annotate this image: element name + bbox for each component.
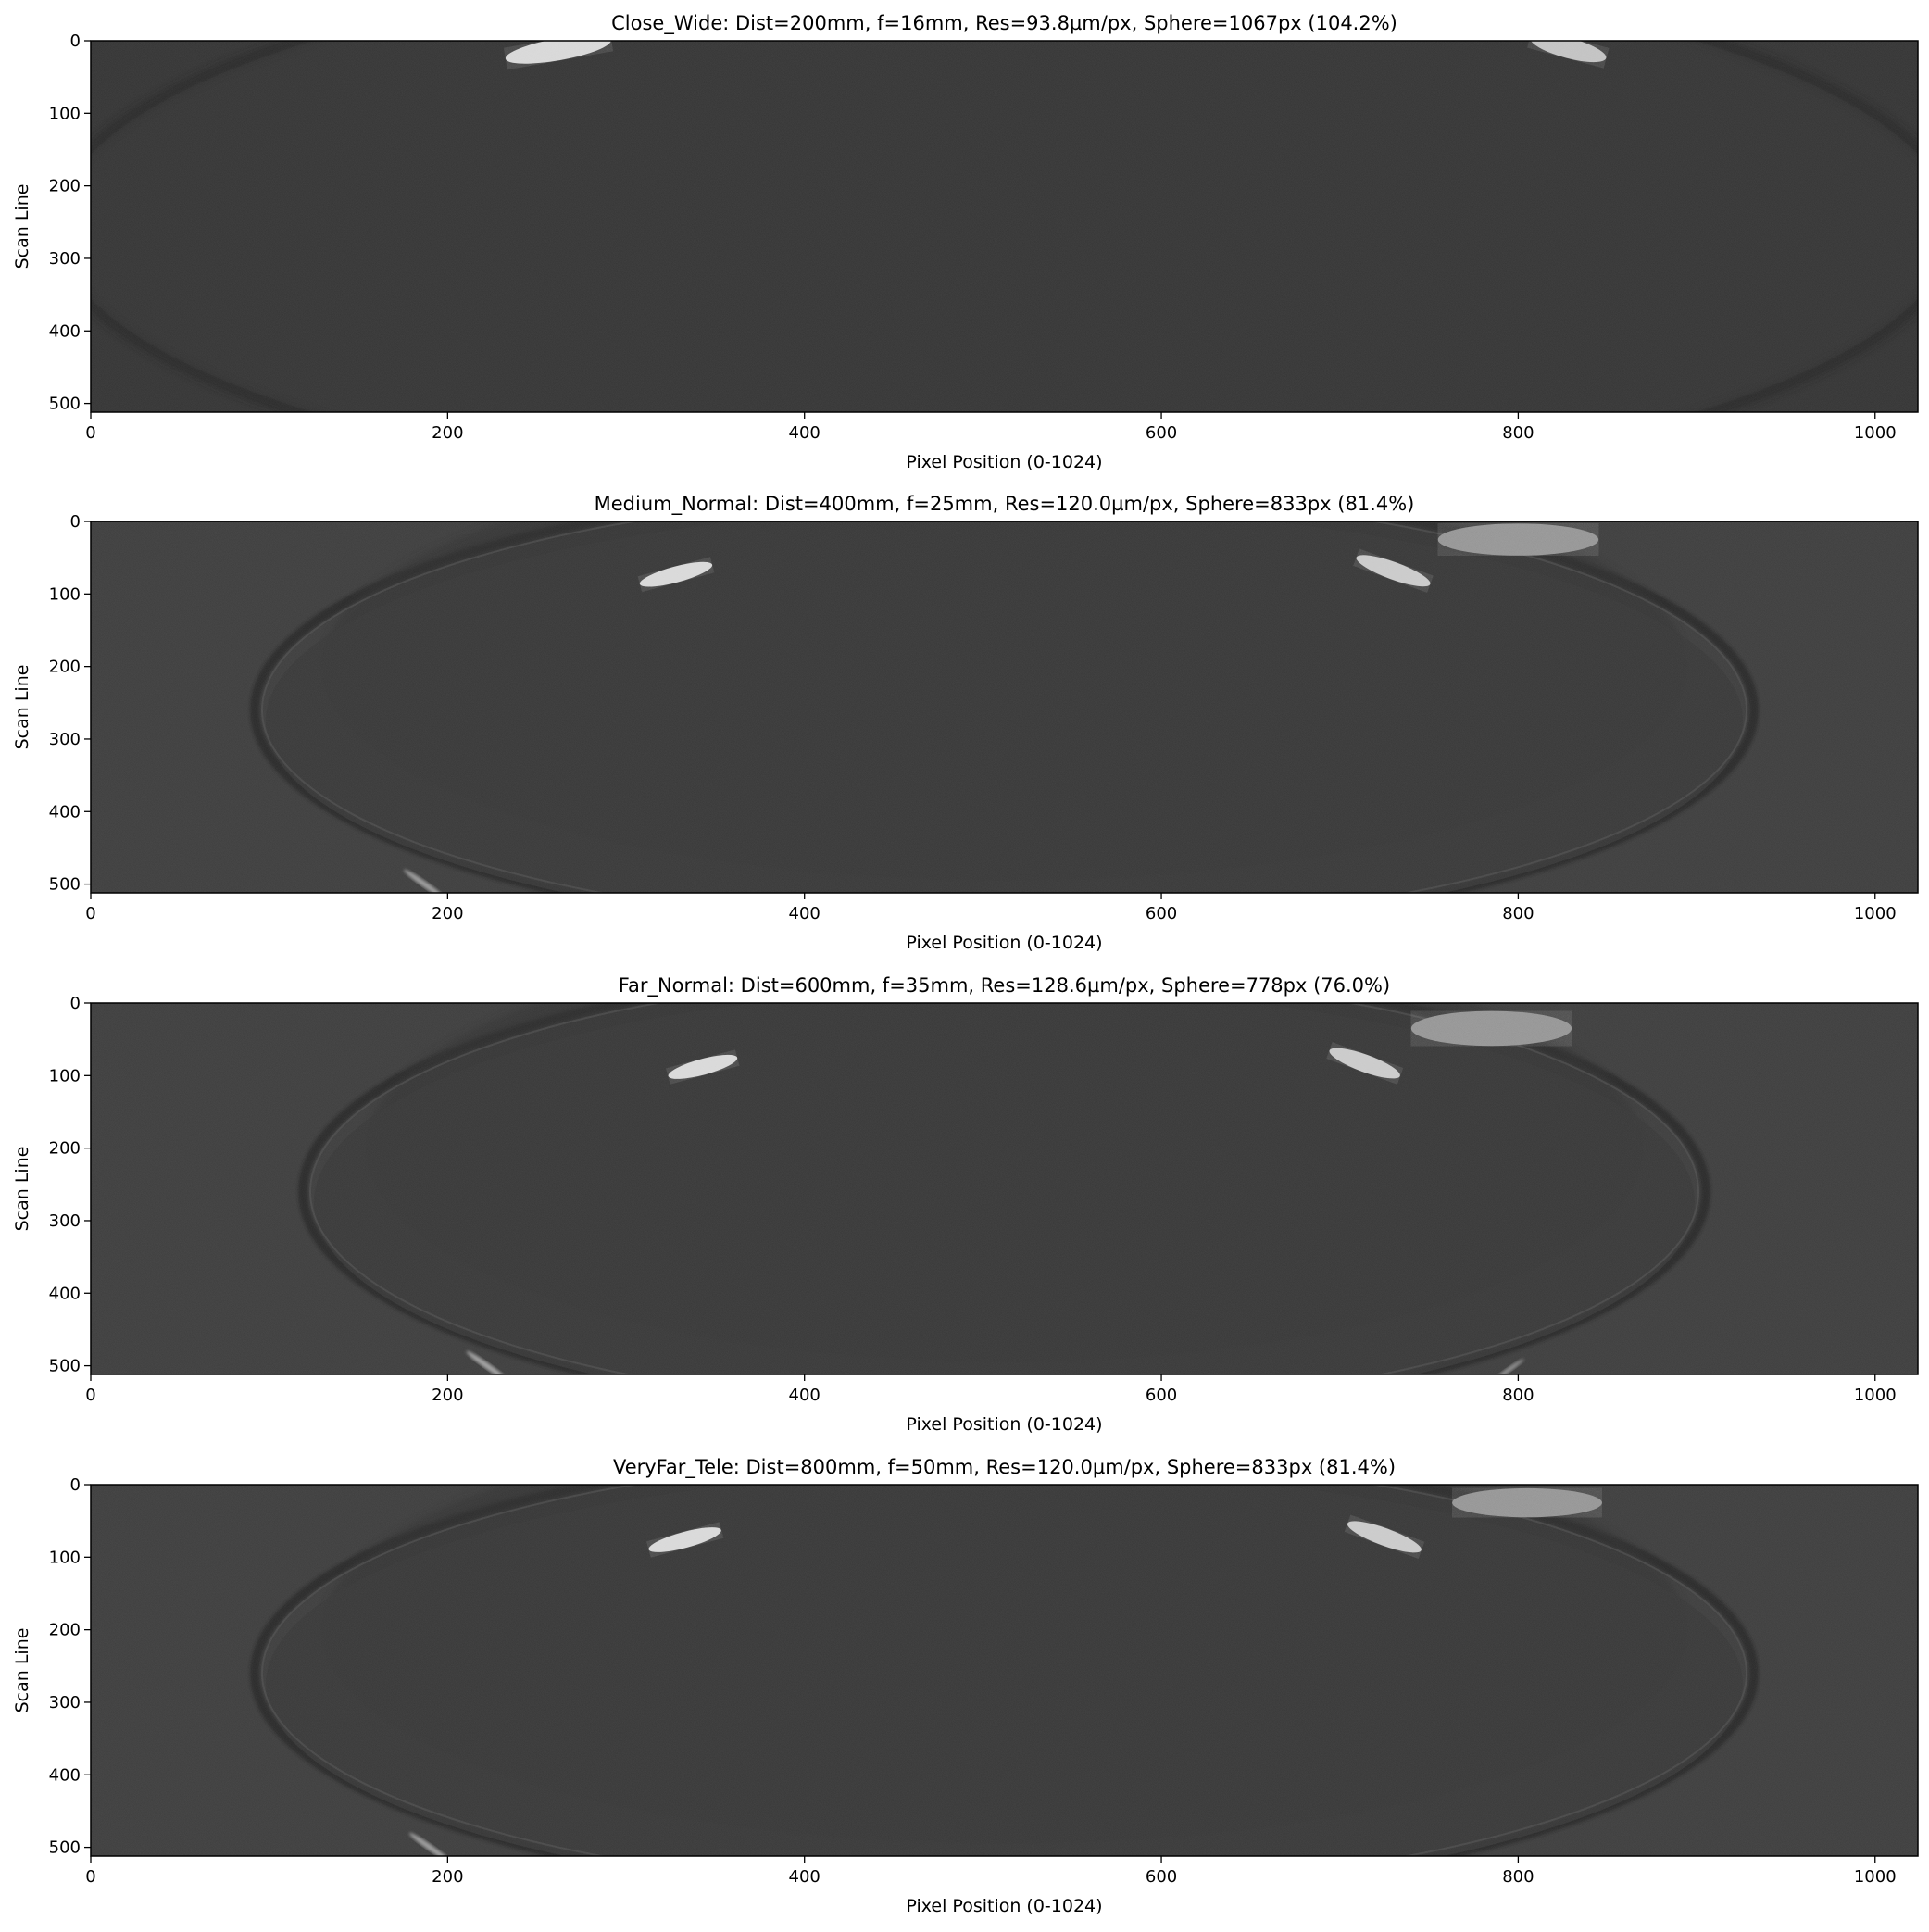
x-tick-label: 600 <box>1146 423 1177 443</box>
y-tick-label: 300 <box>49 1211 81 1231</box>
y-tick-label: 400 <box>49 802 81 822</box>
y-tick-label: 300 <box>49 1693 81 1712</box>
y-tick-label: 0 <box>70 31 81 51</box>
x-axis-label: Pixel Position (0-1024) <box>906 1414 1102 1435</box>
y-tick-label: 300 <box>49 249 81 269</box>
x-tick-label: 0 <box>85 1867 95 1887</box>
y-tick-label: 400 <box>49 1284 81 1303</box>
y-tick-label: 400 <box>49 321 81 341</box>
x-tick-label: 0 <box>85 1386 95 1405</box>
image-area <box>91 1003 1918 1374</box>
x-tick-label: 400 <box>789 1867 820 1887</box>
y-tick-label: 500 <box>49 875 81 895</box>
y-tick-label: 100 <box>49 584 81 604</box>
y-tick-label: 500 <box>49 1357 81 1376</box>
y-axis-label: Scan Line <box>12 184 32 270</box>
x-tick-label: 800 <box>1502 904 1534 923</box>
x-tick-label: 200 <box>432 1386 463 1405</box>
x-tick-label: 800 <box>1502 1867 1534 1887</box>
sensor-noise <box>91 41 1918 412</box>
y-axis-label: Scan Line <box>12 1628 32 1713</box>
x-tick-label: 800 <box>1502 423 1534 443</box>
x-tick-label: 600 <box>1146 1867 1177 1887</box>
panel-3: 0 200 400 600 800 1000 0 100 200 300 400 500 Far_Nor… <box>12 974 1919 1435</box>
image-area <box>91 41 1918 412</box>
panel-title: Medium_Normal: Dist=400mm, f=25mm, Res=1… <box>595 493 1415 516</box>
x-tick-label: 800 <box>1502 1386 1534 1405</box>
y-tick-label: 500 <box>49 395 81 414</box>
y-tick-label: 0 <box>70 512 81 532</box>
x-axis-label: Pixel Position (0-1024) <box>906 933 1102 953</box>
y-tick-label: 400 <box>49 1765 81 1785</box>
x-tick-label: 1000 <box>1854 423 1897 443</box>
axes-frame <box>90 521 1919 894</box>
x-axis-label: Pixel Position (0-1024) <box>906 452 1102 472</box>
y-tick-label: 500 <box>49 1838 81 1858</box>
x-tick-label: 200 <box>432 1867 463 1887</box>
panel-title: Close_Wide: Dist=200mm, f=16mm, Res=93.8… <box>611 12 1397 35</box>
sensor-noise <box>91 1003 1918 1374</box>
y-tick-label: 200 <box>49 177 81 196</box>
x-tick-label: 600 <box>1146 904 1177 923</box>
image-area <box>91 1485 1918 1856</box>
y-axis-label: Scan Line <box>12 1147 32 1232</box>
x-tick-label: 1000 <box>1854 1386 1897 1405</box>
x-tick-label: 400 <box>789 1386 820 1405</box>
y-tick-label: 0 <box>70 994 81 1013</box>
panel-4: 0 200 400 600 800 1000 0 100 200 300 400 500 VeryFar… <box>12 1456 1919 1916</box>
y-tick-label: 300 <box>49 730 81 749</box>
x-tick-label: 0 <box>85 904 95 923</box>
x-tick-label: 400 <box>789 904 820 923</box>
sensor-noise <box>91 521 1918 893</box>
panel-1: 0 200 400 600 800 1000 0 100 200 300 400 500 Close_W… <box>12 12 1919 472</box>
y-tick-label: 100 <box>49 1548 81 1567</box>
axes-frame <box>90 1002 1919 1375</box>
y-tick-label: 0 <box>70 1475 81 1495</box>
x-tick-label: 200 <box>432 904 463 923</box>
image-area <box>91 521 1918 893</box>
y-tick-label: 100 <box>49 104 81 123</box>
x-tick-label: 400 <box>789 423 820 443</box>
y-tick-label: 200 <box>49 1621 81 1640</box>
x-tick-label: 1000 <box>1854 1867 1897 1887</box>
panel-title: Far_Normal: Dist=600mm, f=35mm, Res=128.… <box>619 974 1390 997</box>
x-tick-label: 600 <box>1146 1386 1177 1405</box>
x-tick-label: 200 <box>432 423 463 443</box>
y-tick-label: 200 <box>49 658 81 677</box>
y-axis-label: Scan Line <box>12 665 32 750</box>
x-tick-label: 0 <box>85 423 95 443</box>
x-tick-label: 1000 <box>1854 904 1897 923</box>
sensor-noise <box>91 1485 1918 1856</box>
x-axis-label: Pixel Position (0-1024) <box>906 1896 1102 1916</box>
y-tick-label: 100 <box>49 1066 81 1085</box>
axes-frame <box>90 1484 1919 1857</box>
y-tick-label: 200 <box>49 1139 81 1159</box>
axes-frame <box>90 40 1919 413</box>
panel-title: VeryFar_Tele: Dist=800mm, f=50mm, Res=12… <box>613 1456 1396 1479</box>
panel-2: 0 200 400 600 800 1000 0 100 200 300 400 500 Medium_… <box>12 493 1919 953</box>
